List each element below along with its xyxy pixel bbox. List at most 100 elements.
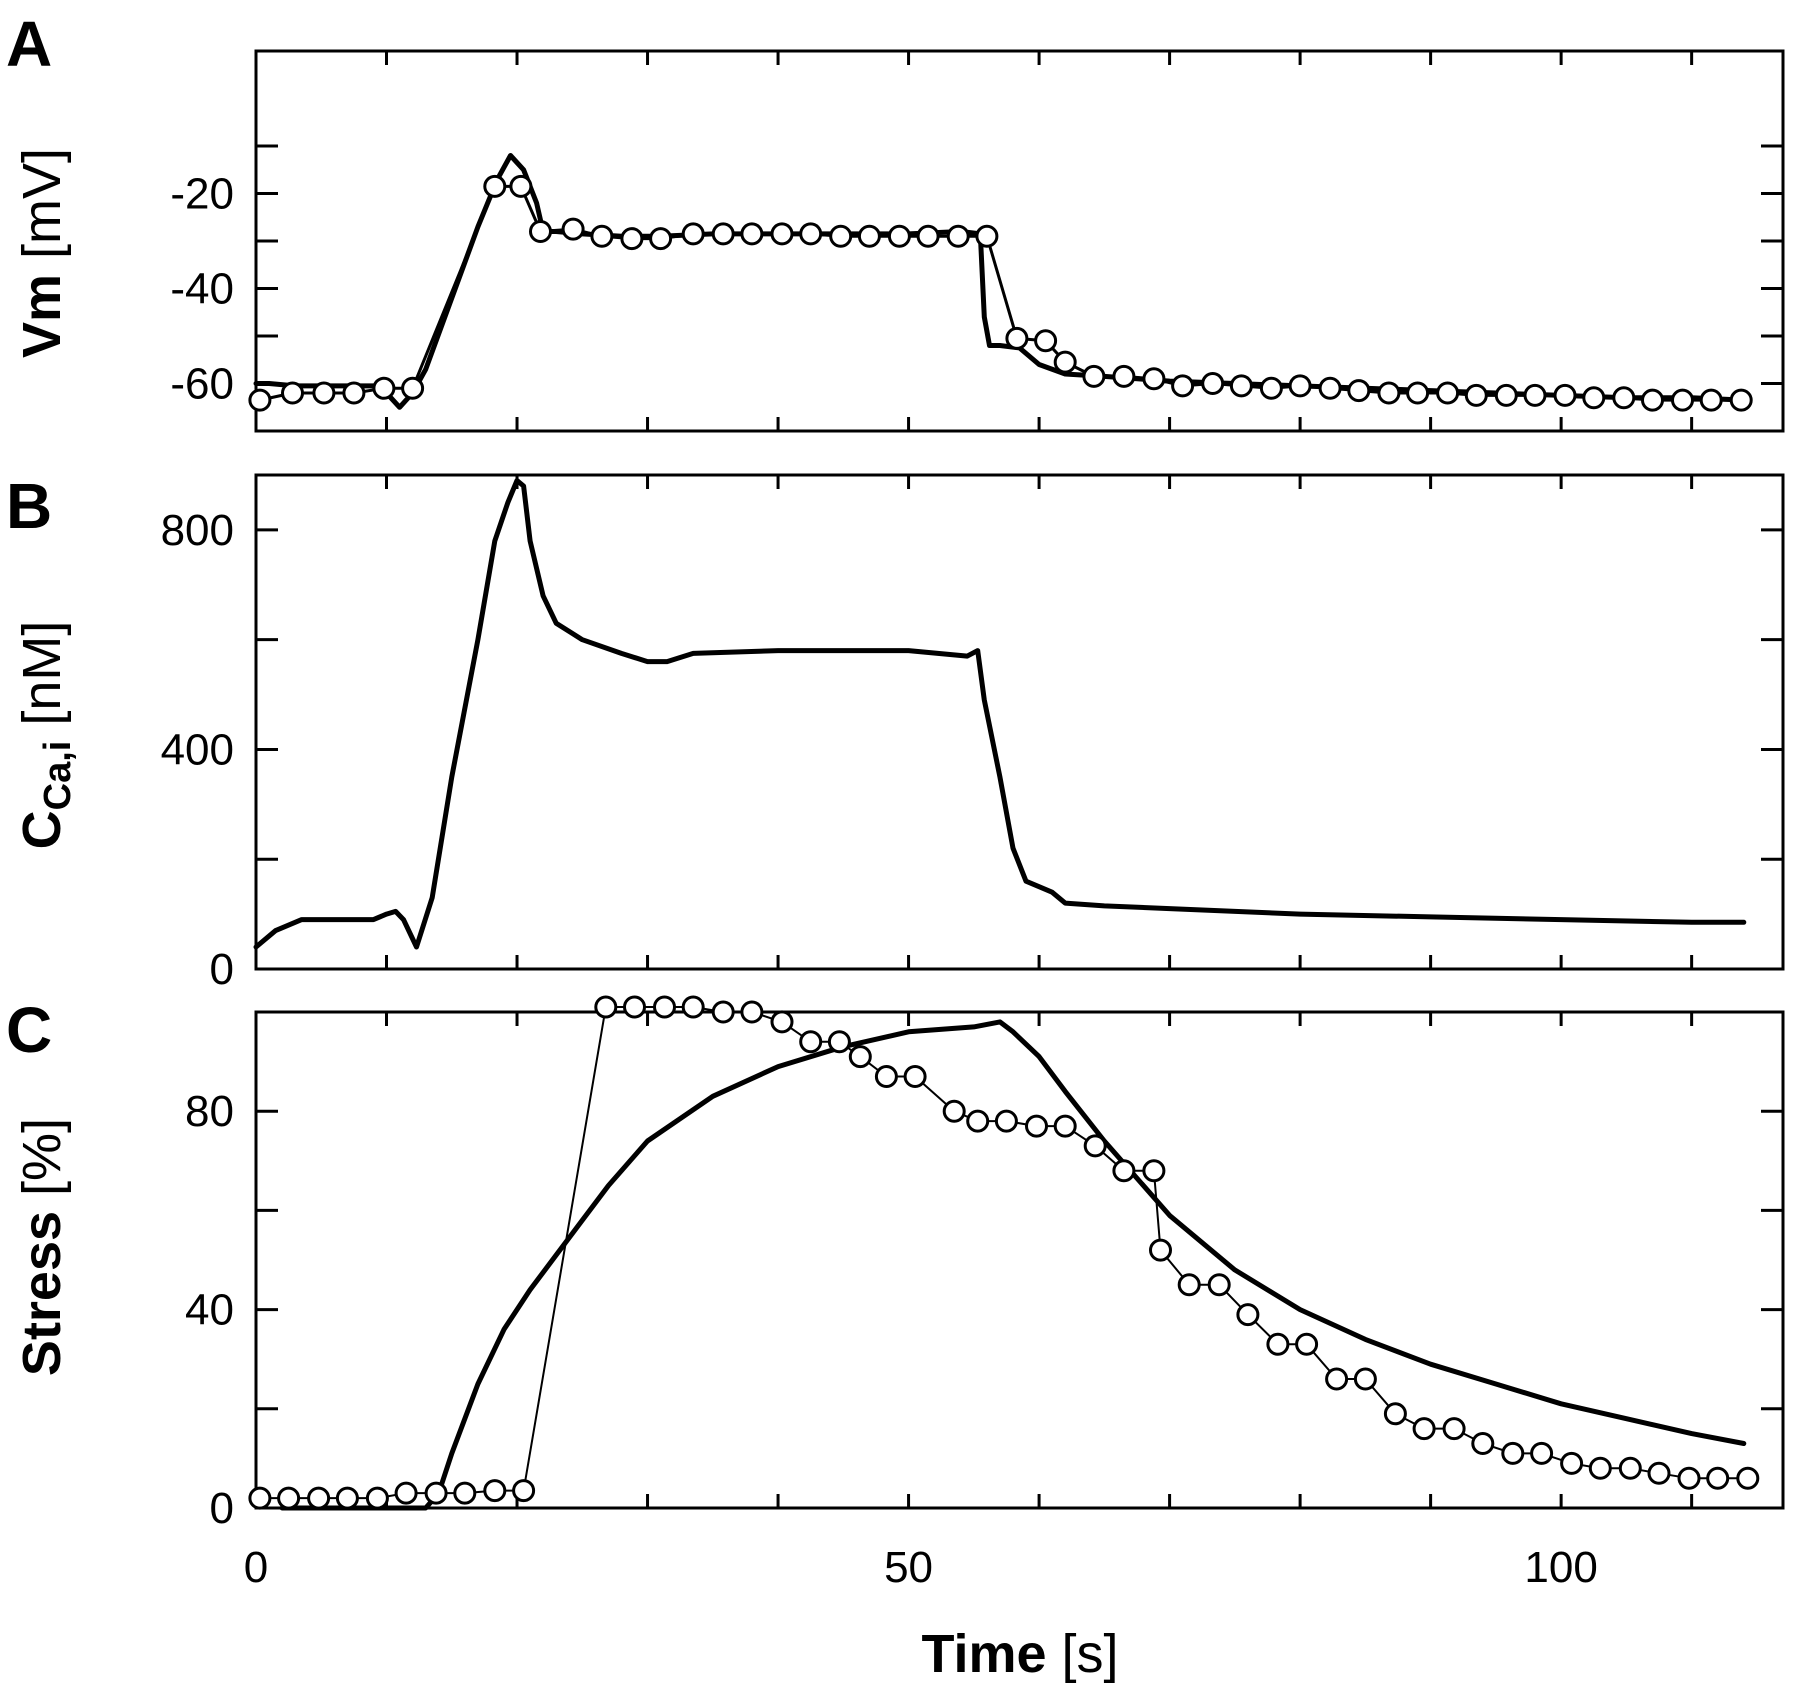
data-point — [590, 224, 614, 248]
data-point — [1677, 1466, 1701, 1490]
data-point — [653, 995, 676, 1019]
data-point — [1612, 386, 1636, 410]
data-point — [1699, 388, 1723, 412]
data-point — [529, 220, 552, 243]
data-point — [483, 174, 507, 198]
data-point — [711, 1000, 735, 1024]
data-point — [1560, 1451, 1584, 1475]
data-point — [770, 222, 794, 246]
data-point — [1530, 1441, 1554, 1465]
data-point — [394, 1481, 418, 1505]
data-point — [1112, 1159, 1136, 1183]
y-tick-label: -60 — [170, 360, 234, 409]
data-point — [942, 1099, 966, 1123]
plot-area-b — [253, 478, 1747, 950]
y-tick-label: -20 — [170, 170, 234, 219]
series-line-model — [253, 478, 1747, 950]
data-point — [857, 224, 881, 248]
data-point — [649, 227, 673, 251]
data-point — [342, 381, 366, 405]
data-point — [1053, 1114, 1077, 1138]
data-point — [1034, 329, 1058, 353]
panel-letter-a: A — [6, 8, 52, 80]
data-point — [1523, 383, 1547, 407]
data-point — [903, 1065, 927, 1088]
data-point — [1177, 1273, 1201, 1297]
y-tick-label: 400 — [161, 725, 234, 774]
data-point — [1142, 1159, 1166, 1183]
data-point — [312, 381, 336, 405]
tick-marks-c — [254, 1012, 1783, 1510]
data-point — [1436, 381, 1460, 405]
panel-letter-c: C — [6, 994, 52, 1066]
data-point — [1053, 350, 1077, 374]
data-point — [799, 1030, 823, 1054]
data-point — [711, 222, 735, 246]
data-point — [1236, 1303, 1260, 1327]
y-tick-label: 0 — [210, 1484, 234, 1533]
data-point — [966, 1109, 990, 1133]
tick-labels-b: 0 400 800 — [161, 506, 234, 994]
data-point — [1729, 388, 1753, 412]
data-point — [335, 1486, 359, 1510]
plot-area-c — [248, 995, 1760, 1511]
data-point — [1442, 1417, 1466, 1441]
data-point — [1377, 381, 1401, 405]
data-point — [1259, 376, 1283, 400]
data-point — [975, 224, 999, 248]
data-point — [453, 1481, 477, 1505]
y-axis-title-b: CCa,i [nM] — [12, 621, 79, 850]
data-point — [1641, 388, 1664, 412]
tick-labels-c: 0 40 80 0 50 100 — [185, 1087, 1598, 1592]
data-point — [799, 222, 823, 246]
data-point — [1229, 374, 1253, 398]
tick-marks-b — [254, 475, 1783, 971]
data-point — [1083, 1134, 1107, 1158]
data-point — [1171, 374, 1195, 398]
data-point — [401, 376, 425, 400]
data-point — [1318, 376, 1342, 400]
data-point — [248, 1486, 272, 1510]
data-point — [307, 1486, 331, 1510]
plot-frame-c — [254, 1010, 1785, 1510]
x-axis-title: Time [s] — [921, 1624, 1118, 1684]
y-axis-title-c: Stress [%] — [12, 1118, 72, 1376]
panel-letter-b: B — [6, 470, 52, 542]
data-point — [623, 995, 646, 1019]
x-tick-label: 100 — [1524, 1543, 1597, 1592]
data-point — [424, 1481, 448, 1505]
y-tick-label: 800 — [161, 506, 234, 555]
data-point — [916, 224, 940, 248]
data-point — [946, 224, 970, 248]
data-point — [620, 227, 644, 251]
data-point — [1412, 1417, 1436, 1441]
data-point — [1288, 374, 1312, 398]
data-point — [1494, 383, 1518, 407]
data-point — [1706, 1466, 1730, 1490]
data-point — [1647, 1461, 1671, 1485]
data-point — [1025, 1114, 1048, 1138]
panel-b-calcium: B CCa,i [nM] 0 400 800 — [6, 470, 1785, 994]
data-point — [848, 1045, 872, 1069]
data-point — [1207, 1273, 1231, 1297]
data-point — [829, 224, 853, 248]
data-point — [1201, 372, 1225, 395]
data-point — [1464, 383, 1488, 407]
data-point — [248, 388, 272, 412]
data-point — [681, 222, 705, 246]
data-point — [1295, 1332, 1319, 1356]
data-point — [874, 1065, 898, 1088]
series-line-model — [279, 1019, 1747, 1511]
data-point — [365, 1486, 389, 1510]
data-point — [372, 376, 396, 400]
plot-frame-b — [254, 473, 1785, 971]
tick-labels-a: -20 -40 -60 — [170, 170, 234, 409]
data-point — [1736, 1466, 1760, 1490]
data-point — [1149, 1238, 1172, 1262]
data-point — [770, 1010, 794, 1034]
y-tick-label: 40 — [185, 1286, 234, 1335]
data-point — [1112, 364, 1136, 388]
data-point — [887, 224, 911, 248]
data-point — [827, 1030, 851, 1054]
data-point — [1501, 1441, 1525, 1465]
